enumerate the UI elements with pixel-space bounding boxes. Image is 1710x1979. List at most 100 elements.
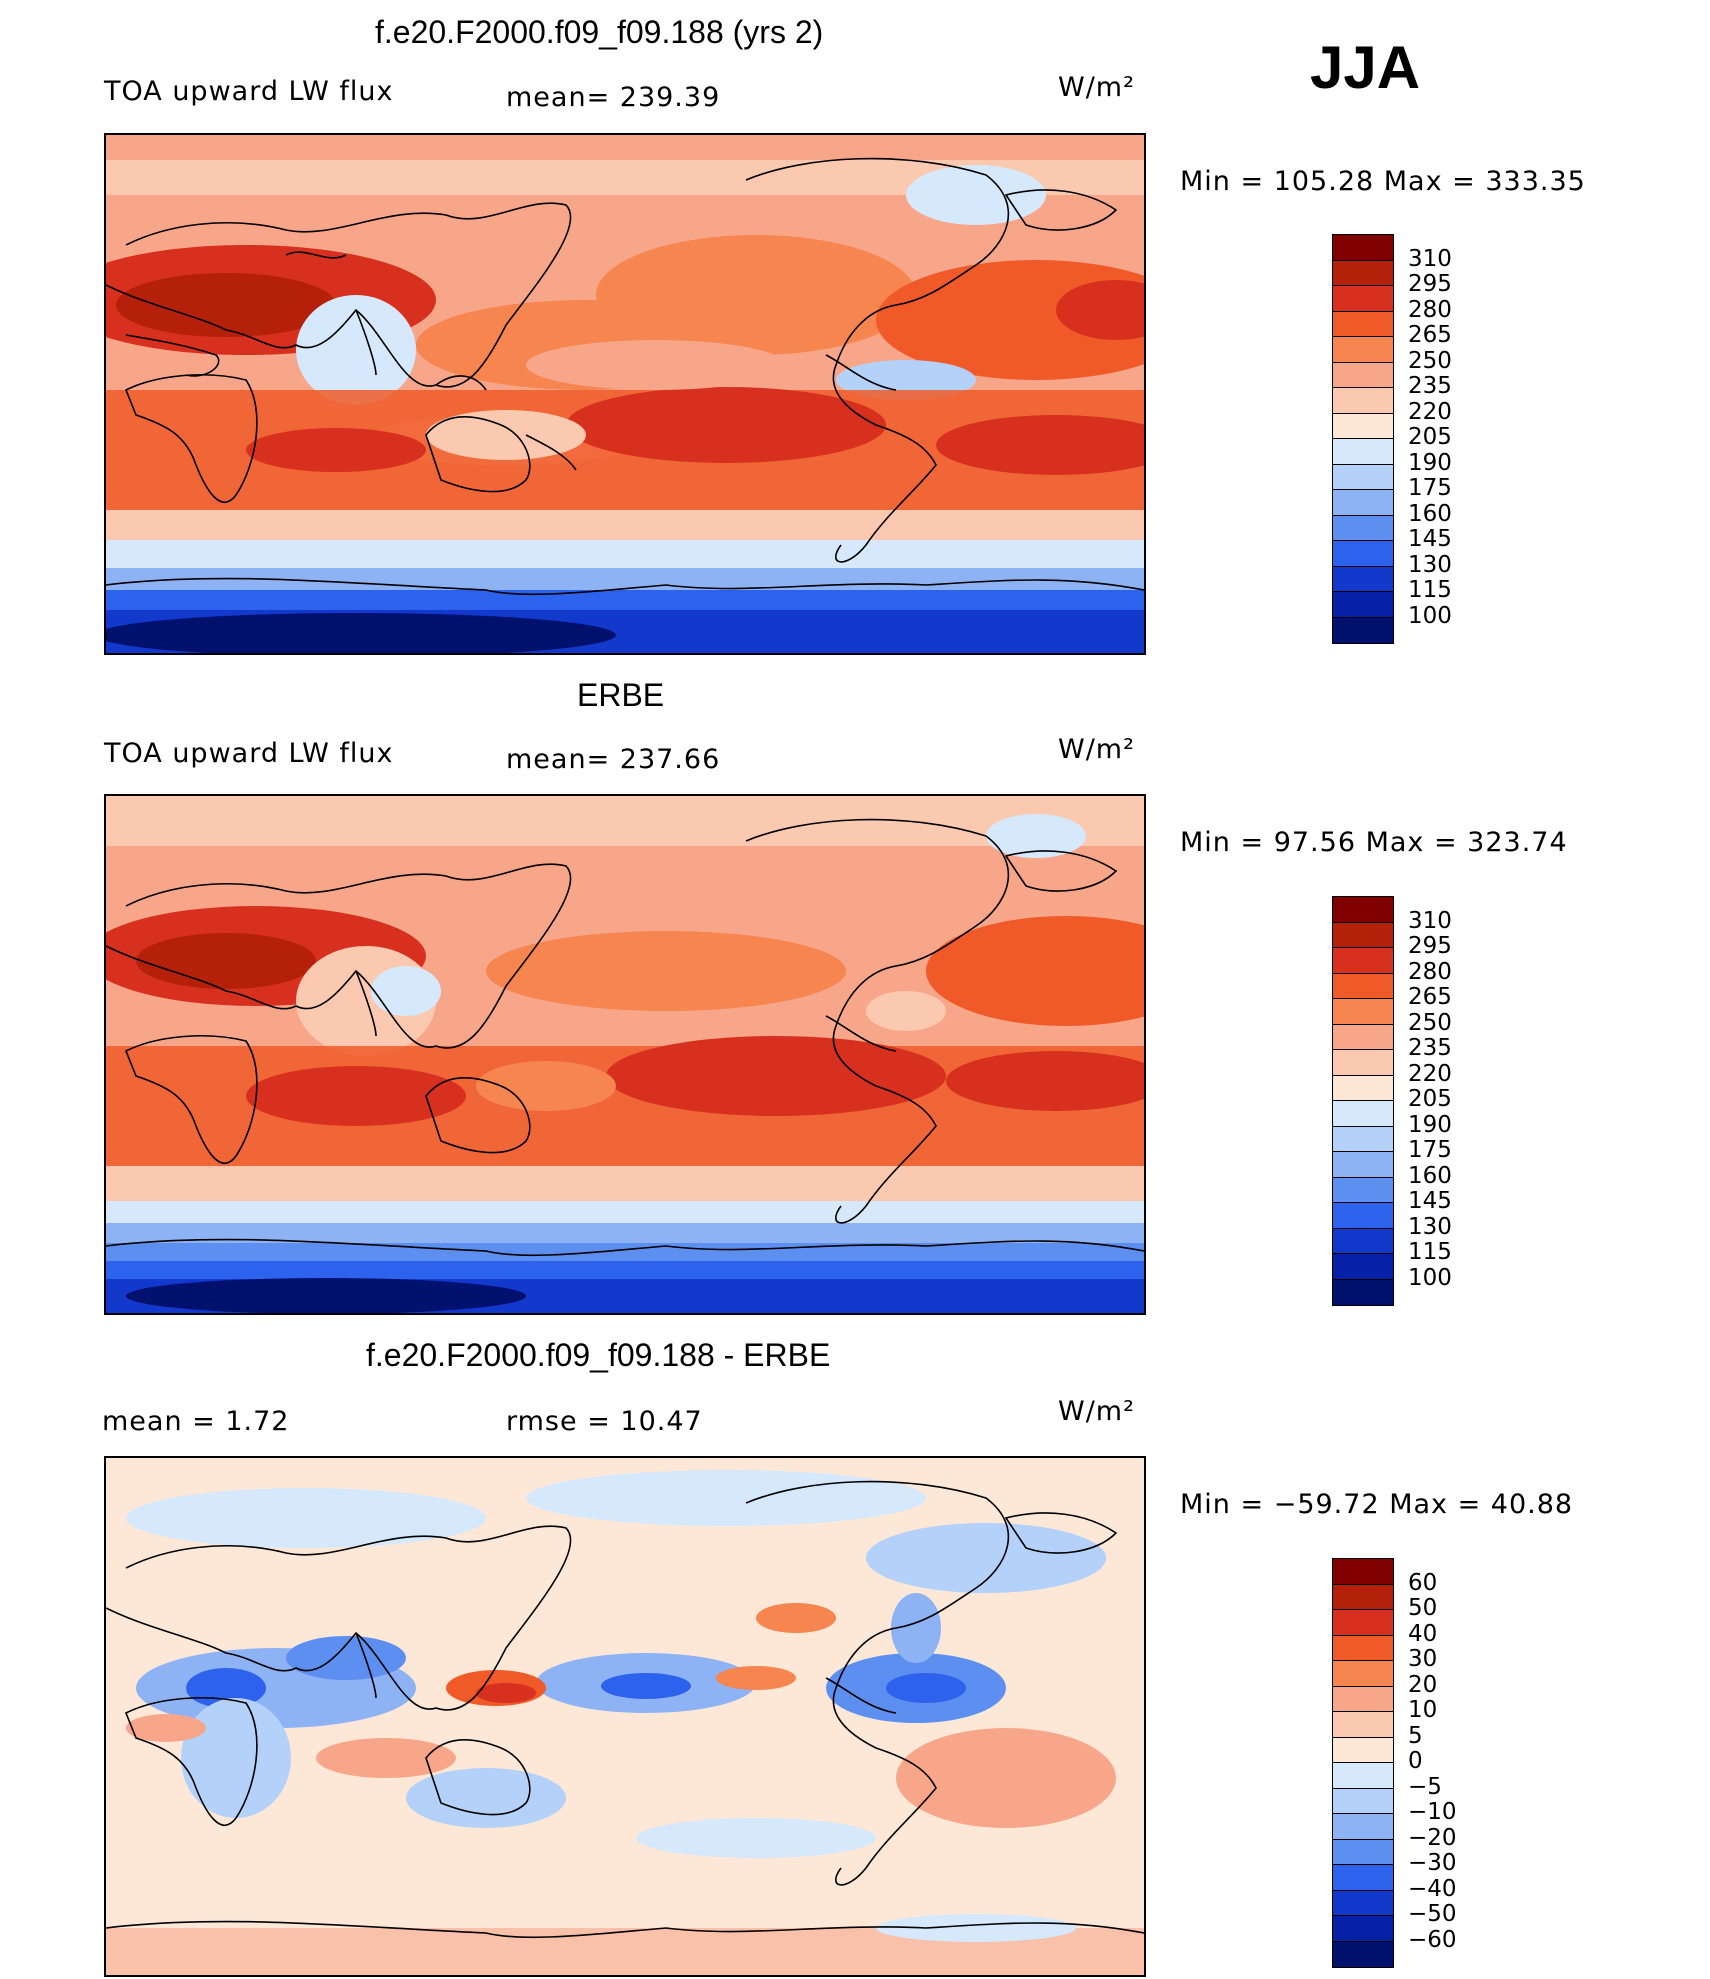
panel-2-map-field: [106, 796, 1144, 1313]
colorbar-level-label: 100: [1408, 602, 1452, 629]
colorbar-swatch: [1333, 1635, 1393, 1661]
colorbar-level-label: 145: [1408, 526, 1452, 552]
colorbar-level-label: 250: [1408, 1009, 1452, 1036]
colorbar-level-label: 175: [1408, 475, 1452, 501]
panel-1-mean-label: mean= 239.39: [506, 82, 721, 113]
colorbar-swatch: [1333, 1177, 1393, 1203]
colorbar-level-label: 250: [1408, 347, 1452, 374]
colorbar-swatch: [1333, 1101, 1393, 1127]
colorbar-level-label: 130: [1408, 1213, 1452, 1240]
colorbar-swatch: [1333, 1712, 1393, 1738]
colorbar-swatch: [1333, 413, 1393, 439]
colorbar-level-label: −50: [1408, 1901, 1457, 1927]
colorbar-swatch: [1333, 1559, 1393, 1585]
colorbar-level-label: 145: [1408, 1188, 1452, 1214]
colorbar-swatch: [1333, 592, 1393, 618]
panel-1-units: W/m²: [1058, 72, 1135, 103]
panel-1-minmax: Min = 105.28 Max = 333.35: [1180, 166, 1586, 197]
colorbar-level-label: 160: [1408, 1162, 1452, 1189]
colorbar-level-label: 295: [1408, 933, 1452, 959]
colorbar-level-label: 310: [1408, 907, 1452, 934]
colorbar-level-label: 115: [1408, 1239, 1452, 1265]
colorbar-level-label: 5: [1408, 1722, 1423, 1749]
colorbar-swatch: [1333, 566, 1393, 592]
colorbar-swatch: [1333, 1737, 1393, 1763]
colorbar-swatch: [1333, 515, 1393, 541]
colorbar-swatch: [1333, 1152, 1393, 1178]
panel-3-map-field: [106, 1458, 1144, 1975]
colorbar-level-label: 220: [1408, 1060, 1452, 1087]
panel-3-units: W/m²: [1058, 1396, 1135, 1427]
panel-3-map: [104, 1456, 1146, 1977]
colorbar-level-label: 160: [1408, 500, 1452, 527]
colorbar-level-label: 50: [1408, 1595, 1438, 1621]
colorbar-swatch: [1333, 1916, 1393, 1942]
colorbar-level-label: 0: [1408, 1748, 1423, 1774]
colorbar-swatch: [1333, 1254, 1393, 1280]
colorbar-swatch: [1333, 948, 1393, 974]
colorbar-level-label: 190: [1408, 1111, 1452, 1138]
colorbar-swatch: [1333, 1890, 1393, 1916]
colorbar-level-label: 100: [1408, 1264, 1452, 1291]
colorbar-level-label: 20: [1408, 1671, 1438, 1698]
colorbar-level-label: 295: [1408, 271, 1452, 297]
colorbar-level-label: −20: [1408, 1824, 1457, 1851]
colorbar-swatch: [1333, 1661, 1393, 1687]
colorbar-level-label: −10: [1408, 1799, 1457, 1825]
colorbar-level-label: −30: [1408, 1850, 1457, 1876]
panel-1-variable-label: TOA upward LW flux: [104, 76, 394, 107]
colorbar-level-label: 30: [1408, 1646, 1438, 1672]
panel-1-map: [104, 133, 1146, 655]
colorbar-swatch: [1333, 1788, 1393, 1814]
season-label: JJA: [1310, 34, 1421, 101]
panel-3-minmax: Min = −59.72 Max = 40.88: [1180, 1489, 1574, 1520]
colorbar-swatch: [1333, 617, 1393, 643]
panel-3-title: f.e20.F2000.f09_f09.188 - ERBE: [366, 1337, 831, 1373]
colorbar-swatch: [1333, 337, 1393, 363]
colorbar-swatch: [1333, 260, 1393, 286]
colorbar-level-label: 10: [1408, 1697, 1438, 1723]
colorbar-swatch: [1333, 1763, 1393, 1789]
colorbar-level-label: 205: [1408, 1086, 1452, 1112]
colorbar-level-label: 235: [1408, 373, 1452, 399]
colorbar-swatch: [1333, 439, 1393, 465]
colorbar-level-label: 175: [1408, 1137, 1452, 1163]
colorbar-swatch: [1333, 1686, 1393, 1712]
colorbar-swatch: [1333, 973, 1393, 999]
colorbar-swatch: [1333, 1203, 1393, 1229]
colorbar-level-label: 310: [1408, 245, 1452, 272]
panel-1-title: f.e20.F2000.f09_f09.188 (yrs 2): [375, 14, 824, 50]
colorbar-swatch: [1333, 922, 1393, 948]
colorbar-swatch: [1333, 1279, 1393, 1305]
colorbar-level-label: 220: [1408, 398, 1452, 425]
colorbar-level-label: 40: [1408, 1620, 1438, 1647]
colorbar-swatch: [1333, 897, 1393, 923]
colorbar-level-label: 235: [1408, 1035, 1452, 1061]
colorbar-swatch: [1333, 541, 1393, 567]
colorbar-level-label: 205: [1408, 424, 1452, 450]
panel-3-mean-label: mean = 1.72: [102, 1406, 290, 1437]
colorbar-level-label: −40: [1408, 1875, 1457, 1902]
colorbar-swatch: [1333, 286, 1393, 312]
colorbar-swatch: [1333, 490, 1393, 516]
colorbar-swatch: [1333, 1584, 1393, 1610]
panel-2-mean-label: mean= 237.66: [506, 744, 721, 775]
panel-3-colorbar: [1332, 1558, 1394, 1968]
colorbar-swatch: [1333, 1024, 1393, 1050]
colorbar-swatch: [1333, 999, 1393, 1025]
colorbar-swatch: [1333, 1126, 1393, 1152]
colorbar-level-label: 115: [1408, 577, 1452, 603]
panel-2-minmax: Min = 97.56 Max = 323.74: [1180, 827, 1568, 858]
colorbar-swatch: [1333, 388, 1393, 414]
colorbar-swatch: [1333, 311, 1393, 337]
colorbar-level-label: −5: [1408, 1773, 1442, 1800]
panel-2-map: [104, 794, 1146, 1315]
colorbar-swatch: [1333, 1839, 1393, 1865]
colorbar-swatch: [1333, 1228, 1393, 1254]
colorbar-swatch: [1333, 1610, 1393, 1636]
panel-2-units: W/m²: [1058, 734, 1135, 765]
panel-2-title: ERBE: [577, 677, 665, 713]
colorbar-swatch: [1333, 1814, 1393, 1840]
colorbar-level-label: −60: [1408, 1926, 1457, 1953]
panel-3-rmse-label: rmse = 10.47: [506, 1406, 703, 1437]
